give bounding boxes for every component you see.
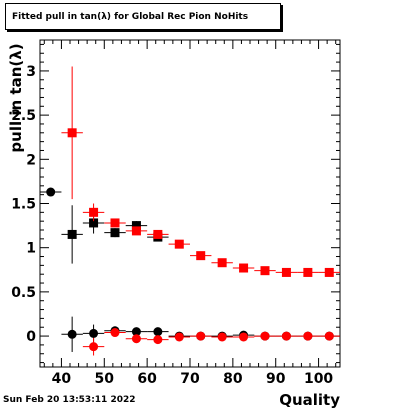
circle-point	[82, 324, 105, 343]
circle-point	[82, 337, 105, 356]
circle-marker	[89, 328, 99, 338]
square-point	[168, 239, 190, 249]
circle-point	[147, 327, 169, 337]
circle-point	[168, 332, 190, 342]
square-marker	[67, 229, 77, 239]
square-point	[297, 267, 319, 277]
x-tick-label: 50	[95, 371, 115, 387]
square-point	[104, 228, 126, 238]
square-marker	[110, 228, 120, 238]
square-marker	[196, 251, 206, 261]
circle-point	[275, 331, 298, 341]
circle-point	[61, 316, 83, 352]
square-point	[61, 66, 83, 200]
y-tick-label: 2.5	[11, 108, 36, 124]
square-marker	[89, 218, 99, 228]
square-marker	[131, 226, 141, 236]
square-point	[232, 263, 255, 273]
circle-marker	[174, 332, 184, 342]
circle-marker	[324, 331, 334, 341]
axis-ticks: 40 50 60 70 80 90 100 0 0.5 1 1.5 2 2.5 3	[11, 40, 340, 387]
y-axis-label: pull in tan(λ)	[7, 43, 25, 152]
square-marker	[217, 258, 227, 268]
circle-marker	[217, 332, 227, 342]
circle-marker	[260, 331, 270, 341]
square-marker	[303, 267, 313, 277]
square-marker	[239, 263, 249, 273]
y-tick-label: 3	[26, 64, 36, 80]
circle-marker	[281, 331, 291, 341]
chart-title: Fitted pull in tan(λ) for Global Rec Pio…	[5, 3, 281, 30]
circle-marker	[153, 327, 163, 337]
circle-point	[125, 327, 148, 337]
square-marker	[131, 221, 141, 231]
square-marker	[260, 266, 270, 276]
circle-marker	[110, 328, 120, 338]
circle-point	[211, 332, 233, 342]
square-point	[318, 267, 340, 277]
circle-marker	[67, 329, 77, 339]
x-tick-label: 90	[266, 371, 286, 387]
data-points	[40, 66, 340, 356]
circle-point	[147, 335, 169, 345]
footer-date: Sun Feb 20 13:53:11 2022	[3, 395, 136, 405]
square-point	[125, 226, 148, 236]
square-point	[104, 218, 126, 228]
circle-marker	[153, 335, 163, 345]
square-marker	[153, 229, 163, 239]
y-tick-label: 1.5	[11, 197, 36, 213]
plot-frame	[39, 39, 341, 368]
x-tick-label: 80	[223, 371, 243, 387]
circle-point	[190, 331, 212, 341]
y-tick-label: 2	[26, 152, 36, 168]
x-tick-label: 40	[52, 371, 72, 387]
x-tick-label: 60	[137, 371, 157, 387]
square-point	[211, 258, 233, 268]
circle-marker	[196, 331, 206, 341]
square-marker	[324, 267, 334, 277]
y-tick-label: 0	[26, 329, 36, 345]
square-point	[254, 266, 276, 276]
circle-marker	[89, 342, 99, 352]
square-point	[147, 229, 169, 239]
square-marker	[281, 267, 291, 277]
square-marker	[89, 207, 99, 217]
circle-point	[125, 334, 148, 344]
circle-point	[318, 331, 340, 341]
circle-point	[40, 187, 62, 197]
square-point	[82, 203, 105, 222]
circle-marker	[131, 327, 141, 337]
circle-marker	[303, 331, 313, 341]
square-point	[61, 205, 83, 264]
circle-marker	[46, 187, 56, 197]
circle-point	[254, 331, 276, 341]
square-point	[275, 267, 298, 277]
y-tick-label: 0.5	[11, 285, 36, 301]
circle-point	[297, 331, 319, 341]
square-marker	[174, 239, 184, 249]
x-axis-label: Quality	[279, 391, 340, 409]
circle-point	[232, 332, 255, 342]
y-tick-label: 1	[26, 241, 36, 257]
circle-marker	[131, 334, 141, 344]
x-tick-label: 100	[304, 371, 333, 387]
x-tick-label: 70	[180, 371, 200, 387]
circle-point	[104, 328, 126, 338]
circle-marker	[239, 332, 249, 342]
square-marker	[110, 218, 120, 228]
square-marker	[67, 128, 77, 138]
square-point	[190, 251, 212, 261]
